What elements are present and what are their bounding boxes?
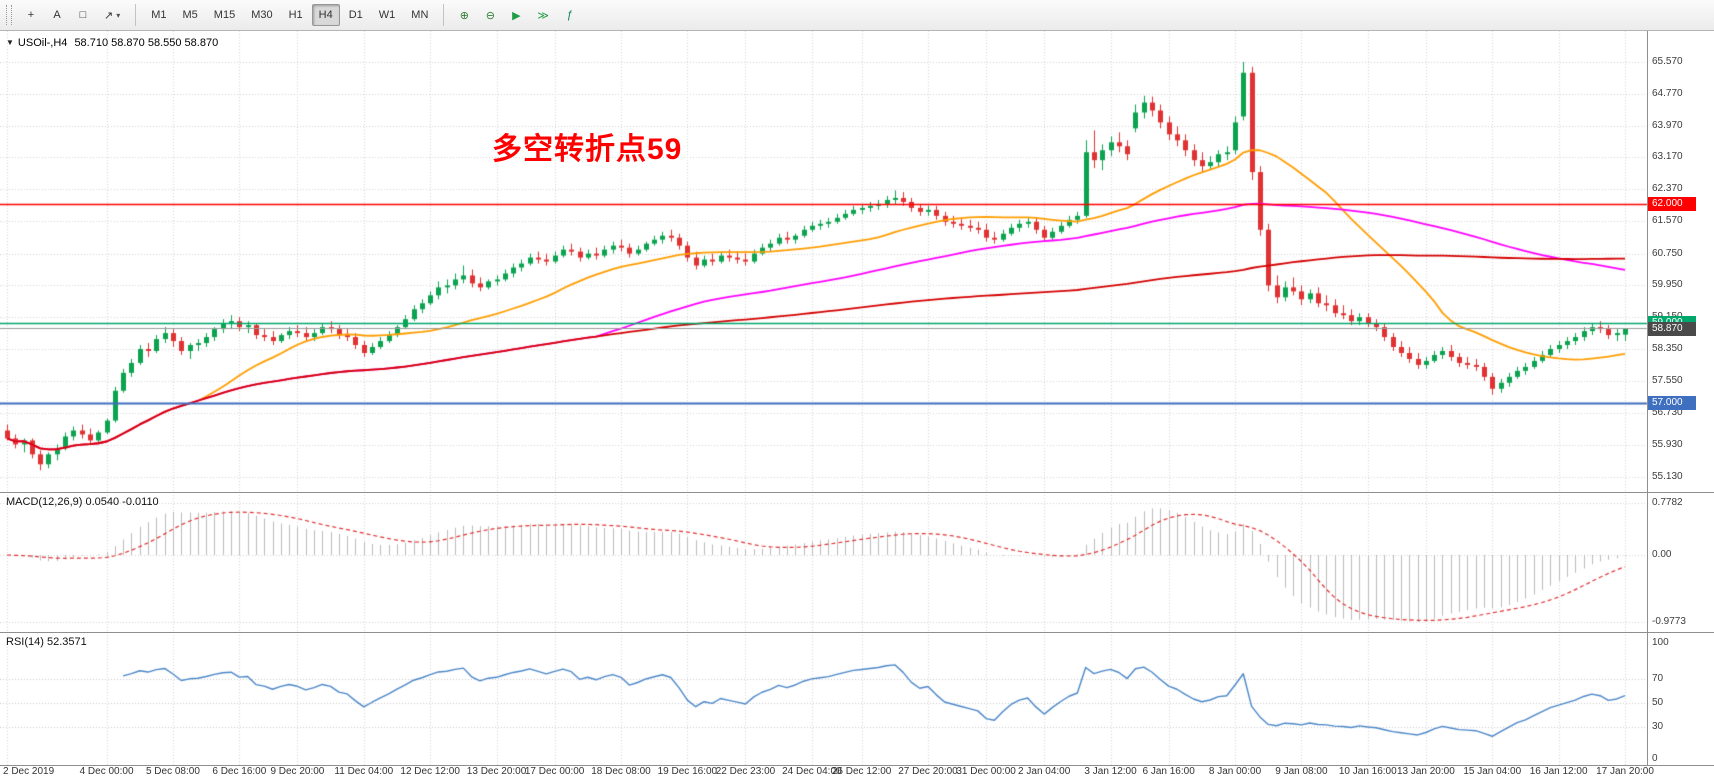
auto-scroll-button[interactable]: ▶ <box>512 9 521 22</box>
timeframe-button-w1[interactable]: W1 <box>378 9 396 21</box>
hline-price-label: 57.000 <box>1648 396 1696 410</box>
axis-tick-label: 63.970 <box>1652 120 1683 131</box>
time-axis-label: 8 Jan 00:00 <box>1208 766 1262 777</box>
time-axis-label: 12 Dec 12:00 <box>400 766 460 777</box>
chart-annotation[interactable]: 多空转折点59 <box>492 133 683 166</box>
time-axis-label: 4 Dec 00:00 <box>79 766 134 777</box>
time-axis-label: 27 Dec 20:00 <box>898 766 958 777</box>
time-axis-label: 9 Dec 20:00 <box>270 766 325 777</box>
timeframe-button-m30[interactable]: M30 <box>251 9 273 21</box>
axis-tick-label: 64.770 <box>1652 88 1683 99</box>
toolbar-separator <box>443 4 445 26</box>
time-axis-label: 6 Dec 16:00 <box>212 766 267 777</box>
time-axis-label: 3 Jan 12:00 <box>1084 766 1137 777</box>
axis-tick-label: 30 <box>1652 721 1664 732</box>
drawing-toolbar: + A □ ↗ ▾ <box>19 4 127 26</box>
macd-name: MACD(12,26,9) <box>6 496 83 508</box>
axis-tick-label: 63.170 <box>1652 151 1683 162</box>
shapes-arrows-tool-button[interactable]: ↗ ▾ <box>104 9 121 22</box>
panel-separator[interactable] <box>0 492 1714 493</box>
time-axis-label: 6 Jan 16:00 <box>1142 766 1195 777</box>
time-axis-label: 13 Dec 20:00 <box>466 766 527 777</box>
rectangle-tool-button[interactable]: □ <box>79 9 87 21</box>
current-price-label: 58.870 <box>1648 322 1696 336</box>
axis-tick-label: 58.350 <box>1652 343 1683 354</box>
axis-tick-label: 65.570 <box>1652 56 1683 67</box>
axis-tick-label: 56.730 <box>1652 407 1683 418</box>
time-axis-label: 22 Dec 23:00 <box>715 766 776 777</box>
crosshair-tool-button[interactable]: + <box>27 9 35 21</box>
ohlc-values: 58.710 58.870 58.550 58.870 <box>74 37 219 49</box>
time-axis-label: 19 Dec 16:00 <box>657 766 718 777</box>
collapse-triangle-icon[interactable]: ▼ <box>6 38 14 47</box>
time-axis-label: 24 Dec 04:00 <box>782 766 842 777</box>
macd-panel-canvas[interactable] <box>0 492 1714 632</box>
symbol-timeframe-label: USOil-,H4 <box>17 37 68 49</box>
time-axis-label: 2 Jan 04:00 <box>1018 766 1071 777</box>
rsi-value: 52.3571 <box>46 636 87 648</box>
chevron-down-icon: ▾ <box>116 10 121 20</box>
axis-tick-label: 55.130 <box>1652 471 1683 482</box>
time-axis-label: 11 Dec 04:00 <box>334 766 394 777</box>
time-axis-label: 17 Jan 20:00 <box>1596 766 1654 777</box>
axis-tick-label: 0.7782 <box>1652 497 1683 508</box>
timeframe-button-m15[interactable]: M15 <box>213 9 236 21</box>
toolbar-grip[interactable] <box>6 5 12 25</box>
axis-tick-label: 55.930 <box>1652 439 1683 450</box>
timeframe-button-mn[interactable]: MN <box>411 9 429 21</box>
axis-tick-label: 57.550 <box>1652 375 1683 386</box>
zoom-out-button[interactable]: ⊖ <box>485 9 496 22</box>
rsi-label: RSI(14) 52.3571 <box>6 636 87 648</box>
rsi-name: RSI(14) <box>6 636 44 648</box>
axis-tick-label: 0.00 <box>1652 549 1672 560</box>
axis-tick-label: 50 <box>1652 697 1664 708</box>
toolbar: + A □ ↗ ▾ M1 M5 M15 M30 H1 H4 D1 W1 MN ⊕ ⊖ ▶ ≫ ƒ <box>0 0 1714 31</box>
axis-tick-label: 62.370 <box>1652 183 1683 194</box>
rsi-panel-canvas[interactable] <box>0 632 1714 765</box>
time-axis-label: 17 Dec 00:00 <box>524 766 585 777</box>
timeframe-button-h4[interactable]: H4 <box>311 4 340 26</box>
axis-tick-label: 59.950 <box>1652 279 1683 290</box>
axis-tick-label: 61.570 <box>1652 215 1683 226</box>
zoom-in-button[interactable]: ⊕ <box>459 9 470 22</box>
text-label-tool-button[interactable]: A <box>53 9 61 21</box>
timeframe-toolbar: M1 M5 M15 M30 H1 H4 D1 W1 MN <box>144 4 435 26</box>
time-axis-label: 18 Dec 08:00 <box>591 766 651 777</box>
time-axis-label: 16 Jan 12:00 <box>1529 766 1588 777</box>
time-axis-separator <box>0 765 1714 766</box>
time-axis-label: 9 Jan 08:00 <box>1275 766 1328 777</box>
macd-values: 0.0540 -0.0110 <box>85 496 159 508</box>
indicators-button[interactable]: ƒ <box>566 9 573 21</box>
timeframe-button-m1[interactable]: M1 <box>151 9 167 21</box>
price-axis-border <box>1647 31 1648 765</box>
axis-tick-label: -0.9773 <box>1652 616 1686 627</box>
time-axis-label: 5 Dec 08:00 <box>145 766 200 777</box>
time-axis-label: 26 Dec 12:00 <box>831 766 892 777</box>
macd-label: MACD(12,26,9) 0.0540 -0.0110 <box>6 496 159 508</box>
time-axis-label: 10 Jan 16:00 <box>1338 766 1397 777</box>
hline-price-label: 62.000 <box>1648 197 1696 211</box>
time-axis-label: 2 Dec 2019 <box>3 766 55 777</box>
timeframe-button-d1[interactable]: D1 <box>348 9 363 21</box>
timeframe-button-m5[interactable]: M5 <box>182 9 198 21</box>
chart-tools-toolbar: ⊕ ⊖ ▶ ≫ ƒ <box>452 4 582 26</box>
toolbar-separator <box>135 4 137 26</box>
axis-tick-label: 0 <box>1652 753 1658 764</box>
time-axis-label: 15 Jan 04:00 <box>1463 766 1522 777</box>
time-axis-label: 13 Jan 20:00 <box>1396 766 1455 777</box>
panel-separator[interactable] <box>0 632 1714 633</box>
chart-title: ▼ USOil-,H4 58.710 58.870 58.550 58.870 <box>6 37 218 49</box>
axis-tick-label: 70 <box>1652 673 1664 684</box>
axis-tick-label: 60.750 <box>1652 248 1683 259</box>
main-chart-canvas[interactable] <box>0 31 1714 492</box>
timeframe-button-h1[interactable]: H1 <box>288 9 303 21</box>
time-axis-label: 31 Dec 00:00 <box>956 766 1016 777</box>
chart-shift-button[interactable]: ≫ <box>537 9 549 22</box>
axis-tick-label: 100 <box>1652 637 1669 648</box>
